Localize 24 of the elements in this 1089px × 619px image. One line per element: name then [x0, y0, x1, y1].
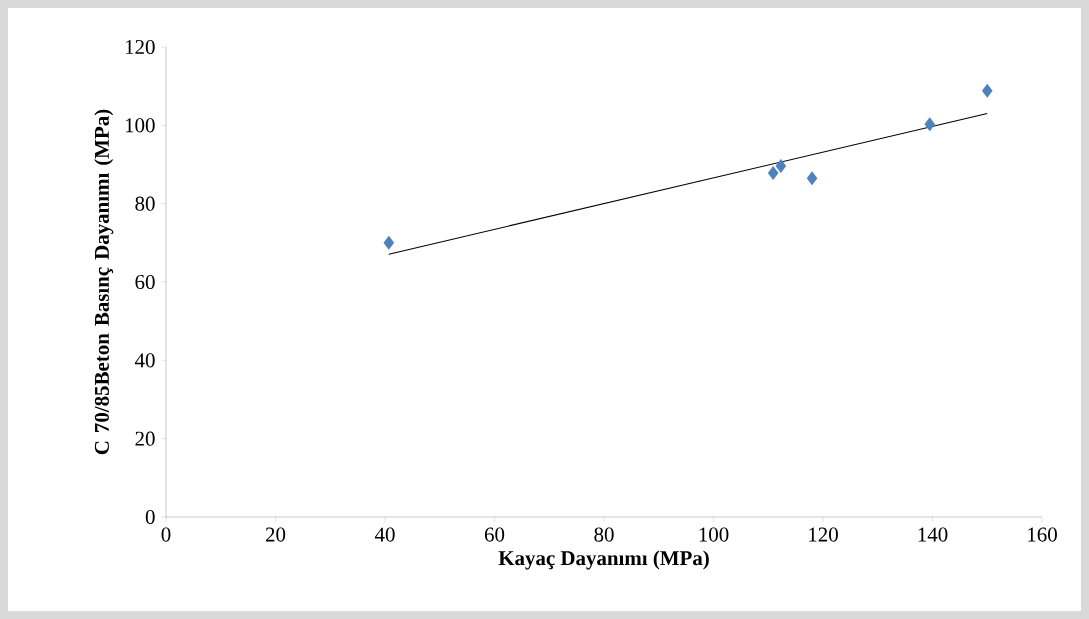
- point: [383, 235, 395, 250]
- x-tick-label: 100: [699, 527, 729, 542]
- x-axis-title: Kayaç Dayanımı (MPa): [498, 550, 709, 570]
- y-tick-label: 80: [135, 196, 155, 211]
- x-tick-label: 120: [809, 527, 838, 542]
- y-axis-title: C 70/85Beton Basınç Dayanımı (MPa): [94, 109, 114, 455]
- y-tick-label: 120: [125, 39, 155, 55]
- y-tick-label: 0: [145, 509, 155, 525]
- point: [924, 117, 936, 132]
- x-tick-label: 60: [484, 527, 505, 542]
- point: [981, 83, 993, 98]
- point: [775, 159, 787, 174]
- y-tick-label: 20: [135, 431, 155, 446]
- x-tick-label: 160: [1028, 527, 1057, 542]
- x-tick-label: 80: [594, 527, 614, 542]
- x-tick-label: 20: [265, 527, 286, 542]
- y-tick-label: 100: [125, 118, 155, 133]
- point: [806, 171, 818, 186]
- x-tick-label: 0: [161, 527, 171, 542]
- x-tick-label: 140: [918, 527, 948, 542]
- x-tick-label: 40: [374, 527, 395, 542]
- point: [767, 166, 779, 181]
- y-tick-label: 40: [134, 353, 155, 368]
- y-tick-label: 60: [135, 274, 155, 290]
